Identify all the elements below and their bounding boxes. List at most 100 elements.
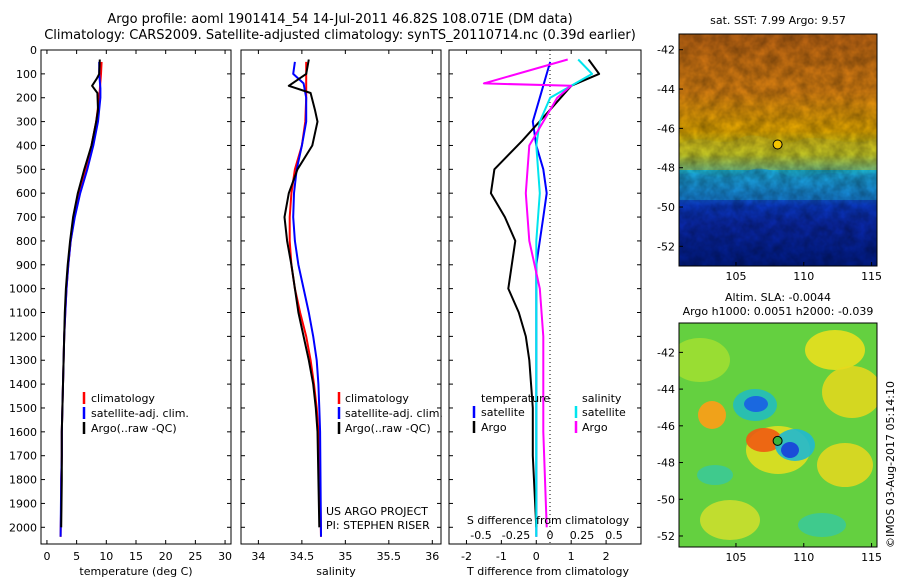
depth-axis: 0 100 200 300 400 500 600 700 800 900 1000 1100 1200… bbox=[9, 44, 37, 534]
x-tick-label: 34.5 bbox=[290, 550, 315, 563]
depth-tick-label: 900 bbox=[16, 259, 37, 272]
sla-map-panel: Altim. SLA: -0.0044 Argo h1000: 0.0051 h… bbox=[657, 291, 882, 564]
depth-tick-label: 700 bbox=[16, 211, 37, 224]
sla-blob bbox=[781, 442, 799, 458]
sla-blob bbox=[817, 443, 873, 487]
legend-climatology-label: climatology bbox=[345, 392, 409, 405]
depth-tick-label: 2000 bbox=[9, 521, 37, 534]
legend-argo-label: Argo(..raw -QC) bbox=[91, 422, 177, 435]
sla-map-frame bbox=[678, 322, 878, 548]
argo-float-marker bbox=[772, 435, 783, 446]
x-tick-label: 0 bbox=[43, 550, 50, 563]
x-tick-label: 34 bbox=[251, 550, 265, 563]
temperature-panel: 0 5 10 15 20 25 30 temperature (deg C) climato… bbox=[40, 49, 232, 578]
legend-t-satellite-label: satellite bbox=[481, 406, 525, 419]
map-x-tick-label: 105 bbox=[725, 551, 746, 564]
map-y-tick-label: -46 bbox=[657, 420, 675, 433]
sst-map-frame bbox=[678, 33, 878, 267]
argo-float-marker bbox=[772, 139, 783, 150]
series-line-argo bbox=[482, 58, 573, 528]
x-tick-label: 35.5 bbox=[377, 550, 402, 563]
temperature-x-label: temperature (deg C) bbox=[79, 565, 192, 578]
sla-blob bbox=[744, 396, 768, 412]
legend-argo-label: Argo(..raw -QC) bbox=[345, 422, 431, 435]
depth-tick-label: 1800 bbox=[9, 474, 37, 487]
map-y-tick-label: -42 bbox=[657, 346, 675, 359]
map-x-tick-label: 110 bbox=[793, 551, 814, 564]
sla-blob bbox=[697, 465, 733, 485]
difference-x-ticks: -2 -1 0 1 2 bbox=[449, 49, 641, 563]
temperature-legend: climatology satellite-adj. clim. Argo(..… bbox=[82, 392, 189, 435]
salinity-plot-frame bbox=[240, 49, 442, 545]
legend-s-argo-label: Argo bbox=[582, 421, 608, 434]
sla-blob bbox=[822, 366, 877, 418]
legend-satellite-label: satellite-adj. clim. bbox=[91, 407, 189, 420]
legend-salinity-header: salinity bbox=[582, 392, 622, 405]
sla-blob bbox=[805, 330, 865, 370]
depth-tick-label: 300 bbox=[16, 116, 37, 129]
x-tick-label: 15 bbox=[129, 550, 143, 563]
map-x-tick-label: 105 bbox=[725, 270, 746, 283]
depth-tick-label: 600 bbox=[16, 187, 37, 200]
map-x-tick-label: 115 bbox=[861, 270, 882, 283]
x-tick-label: 1 bbox=[568, 550, 575, 563]
x-tick-label: 35 bbox=[338, 550, 352, 563]
map-y-tick-label: -44 bbox=[657, 383, 675, 396]
depth-tick-label: 200 bbox=[16, 92, 37, 105]
sla-map-subtitle: Argo h1000: 0.0051 h2000: -0.039 bbox=[683, 305, 874, 318]
depth-tick-label: 1900 bbox=[9, 497, 37, 510]
salinity-series bbox=[283, 59, 322, 537]
sst-map-panel: sat. SST: 7.99 Argo: 9.57 105 110 115 -42 -4… bbox=[657, 14, 882, 283]
depth-tick-label: 800 bbox=[16, 235, 37, 248]
sst-map-ticks: 105 110 115 -42 -44 -46 -48 -50 -52 bbox=[657, 44, 882, 283]
x-tick-label: 30 bbox=[218, 550, 232, 563]
series-line-argo-raw-qc- bbox=[283, 59, 321, 528]
map-y-tick-label: -50 bbox=[657, 201, 675, 214]
depth-tick-label: 1600 bbox=[9, 426, 37, 439]
depth-tick-label: 400 bbox=[16, 139, 37, 152]
s-difference-tick-labels: -0.5 -0.25 0 0.25 0.5 bbox=[470, 529, 622, 542]
difference-legend: temperature salinity satellite Argo sate… bbox=[472, 392, 626, 434]
map-x-tick-label: 110 bbox=[793, 270, 814, 283]
s-tick-label: -0.25 bbox=[502, 529, 530, 542]
depth-tick-label: 1300 bbox=[9, 354, 37, 367]
map-y-tick-label: -44 bbox=[657, 83, 675, 96]
salinity-x-ticks: 34 34.5 35 35.5 36 bbox=[241, 49, 441, 563]
map-y-tick-label: -48 bbox=[657, 457, 675, 470]
salinity-panel: 34 34.5 35 35.5 36 salinity climatology sate… bbox=[240, 49, 443, 578]
series-line-satellite bbox=[535, 58, 594, 537]
imos-credit: ©IMOS 03-Aug-2017 05:14:10 bbox=[884, 381, 897, 548]
sst-heatmap bbox=[679, 34, 877, 266]
figure-title-line-1: Argo profile: aoml 1901414_54 14-Jul-201… bbox=[107, 12, 573, 27]
sla-blob bbox=[698, 401, 726, 429]
map-y-tick-label: -52 bbox=[657, 530, 675, 543]
s-tick-label: 0.5 bbox=[605, 529, 623, 542]
map-x-tick-label: 115 bbox=[861, 551, 882, 564]
depth-tick-label: 1200 bbox=[9, 330, 37, 343]
depth-tick-label: 1500 bbox=[9, 402, 37, 415]
x-tick-label: -1 bbox=[496, 550, 507, 563]
sla-blob bbox=[746, 428, 782, 452]
salinity-legend: climatology satellite-adj. clim. Argo(..… bbox=[337, 392, 443, 435]
x-tick-label: 10 bbox=[99, 550, 113, 563]
series-line-argo-raw-qc- bbox=[60, 59, 101, 528]
t-difference-x-label: T difference from climatology bbox=[466, 565, 629, 578]
legend-t-argo-label: Argo bbox=[481, 421, 507, 434]
x-tick-label: 2 bbox=[603, 550, 610, 563]
legend-temperature-header: temperature bbox=[481, 392, 550, 405]
sla-blob bbox=[679, 338, 730, 382]
sla-heatmap bbox=[679, 323, 877, 547]
s-tick-label: -0.5 bbox=[470, 529, 491, 542]
map-y-tick-label: -48 bbox=[657, 162, 675, 175]
depth-tick-label: 0 bbox=[30, 44, 37, 57]
difference-panel: -2 -1 0 1 2 T difference from climatology S … bbox=[448, 49, 642, 578]
pi-annotation: PI: STEPHEN RISER bbox=[326, 519, 430, 532]
s-tick-label: 0.25 bbox=[570, 529, 595, 542]
series-line-satellite-adj-clim- bbox=[292, 61, 322, 537]
sst-texture bbox=[679, 34, 877, 266]
map-y-tick-label: -52 bbox=[657, 240, 675, 253]
legend-climatology-label: climatology bbox=[91, 392, 155, 405]
depth-tick-label: 500 bbox=[16, 163, 37, 176]
x-tick-label: 25 bbox=[188, 550, 202, 563]
